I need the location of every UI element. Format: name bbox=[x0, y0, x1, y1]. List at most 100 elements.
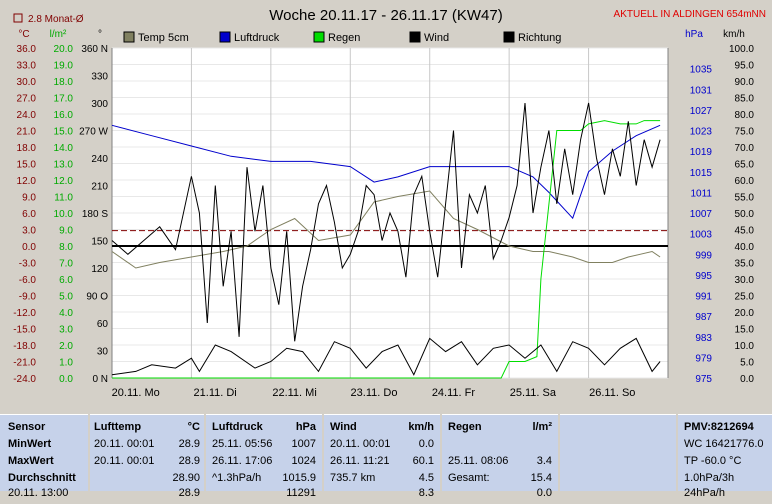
wind-tick-label: 0.0 bbox=[740, 374, 754, 385]
wind-min-value: 0.0 bbox=[418, 438, 434, 450]
pressure-tick-label: 1011 bbox=[690, 188, 712, 199]
luftdruck-extra-value: 11291 bbox=[286, 487, 316, 499]
temp-tick-label: 3.0 bbox=[22, 226, 36, 237]
rain-tick-label: 0.0 bbox=[59, 374, 73, 385]
pressure-tick-label: 1031 bbox=[690, 85, 713, 96]
temp-tick-label: 36.0 bbox=[17, 44, 37, 55]
temp-tick-label: 9.0 bbox=[22, 193, 36, 204]
wind-tick-label: 20.0 bbox=[735, 308, 755, 319]
legend-label-rain: Regen bbox=[328, 32, 360, 44]
pressure-tick-label: 999 bbox=[695, 250, 712, 261]
legend-swatch-wind bbox=[409, 31, 421, 43]
regen-total-label: Gesamt: bbox=[448, 472, 490, 484]
wind-tick-label: 45.0 bbox=[735, 226, 755, 237]
temp-tick-label: 0.0 bbox=[22, 242, 36, 253]
monthly-avg-marker-icon bbox=[13, 13, 23, 23]
grid bbox=[111, 47, 669, 379]
temp-tick-label: 21.0 bbox=[17, 127, 37, 138]
legend-swatch-temp bbox=[123, 31, 135, 43]
temp-tick-label: -3.0 bbox=[19, 259, 37, 270]
wind-tick-label: 75.0 bbox=[735, 127, 755, 138]
wind-tick-label: 40.0 bbox=[735, 242, 755, 253]
rain-tick-label: 17.0 bbox=[54, 94, 74, 105]
pressure-tick-label: 1019 bbox=[690, 147, 713, 158]
pressure-tick-label: 983 bbox=[695, 333, 712, 344]
pressure-tick-label: 995 bbox=[695, 271, 712, 282]
pressure-tick-label: 1035 bbox=[690, 65, 713, 76]
rain-tick-label: 1.0 bbox=[59, 358, 73, 369]
regen-total-value: 15.4 bbox=[530, 472, 552, 484]
direction-tick-label: 240 bbox=[91, 154, 108, 165]
table-luftdruck-column: Luftdruck hPa 25.11. 05:56 1007 26.11. 1… bbox=[206, 414, 322, 499]
extra-row-label: 20.11. 13:00 bbox=[8, 487, 69, 499]
luftdruck-max-time: 26.11. 17:06 bbox=[212, 455, 273, 467]
temp-tick-label: 15.0 bbox=[17, 160, 37, 171]
luftdruck-max-value: 1024 bbox=[291, 455, 316, 467]
pressure-tick-label: 1007 bbox=[690, 209, 713, 220]
direction-tick-label: 330 bbox=[91, 72, 108, 83]
avg-row-label: Durchschnitt bbox=[8, 472, 76, 484]
wind-avg-value: 4.5 bbox=[418, 472, 434, 484]
direction-tick-label: 210 bbox=[91, 182, 108, 193]
direction-tick-label: 60 bbox=[97, 319, 109, 330]
table-lufttemp-column: Lufttemp °C 20.11. 00:01 28.9 20.11. 00:… bbox=[90, 414, 204, 499]
wind-tick-label: 15.0 bbox=[735, 325, 755, 336]
rain-tick-label: 4.0 bbox=[59, 308, 73, 319]
luftdruck-min-value: 1007 bbox=[291, 438, 316, 450]
luftdruck-trend: ^1.3hPa/h bbox=[212, 472, 262, 484]
rain-tick-label: 18.0 bbox=[54, 77, 74, 88]
regen-unit: l/m² bbox=[532, 421, 552, 433]
pressure-tick-label: 991 bbox=[695, 292, 712, 303]
day-label: 23.11. Do bbox=[351, 387, 398, 399]
temp-unit-label: °C bbox=[18, 29, 29, 40]
rain-tick-label: 8.0 bbox=[59, 242, 73, 253]
legend-swatch-direction bbox=[503, 31, 515, 43]
temp-tick-label: -18.0 bbox=[13, 341, 36, 352]
lufttemp-avg-value: 28.90 bbox=[172, 472, 200, 484]
wind-max-value: 60.1 bbox=[412, 455, 434, 467]
legend: Temp 5cm Luftdruck Regen Wind Richtung bbox=[123, 31, 561, 44]
pressure-tick-label: 1023 bbox=[690, 127, 713, 138]
table-regen-column: Regen l/m² 25.11. 08:06 3.4 Gesamt: 15.4… bbox=[442, 414, 558, 499]
table-pmv-column: PMV:8212694 WC 16421776.0 TP -60.0 °C 1.… bbox=[678, 414, 772, 499]
legend-label-pressure: Luftdruck bbox=[234, 32, 280, 44]
wind-extra-value: 8.3 bbox=[418, 487, 434, 499]
legend-label-direction: Richtung bbox=[518, 32, 561, 44]
location-label: AKTUELL IN ALDINGEN 654mNN bbox=[614, 9, 766, 20]
temp-tick-label: -21.0 bbox=[13, 358, 36, 369]
pressure-tick-label: 987 bbox=[695, 312, 712, 323]
wind-distance: 735.7 km bbox=[330, 472, 376, 484]
rain-tick-label: 10.0 bbox=[54, 209, 74, 220]
wind-tick-label: 25.0 bbox=[735, 292, 755, 303]
wind-tick-label: 90.0 bbox=[735, 77, 755, 88]
wind-tick-label: 35.0 bbox=[735, 259, 755, 270]
temp-tick-label: -24.0 bbox=[13, 374, 36, 385]
temp-tick-label: 18.0 bbox=[17, 143, 37, 154]
series-line-wind bbox=[111, 337, 661, 376]
lufttemp-min-time: 20.11. 00:01 bbox=[94, 438, 155, 450]
lufttemp-min-value: 28.9 bbox=[178, 438, 200, 450]
legend-swatch-rain bbox=[313, 31, 325, 43]
rain-tick-label: 3.0 bbox=[59, 325, 73, 336]
table-blank-column bbox=[560, 414, 676, 491]
max-row-label: MaxWert bbox=[8, 455, 54, 467]
regen-header: Regen bbox=[448, 421, 482, 433]
rain-tick-label: 16.0 bbox=[54, 110, 74, 121]
wind-tick-label: 95.0 bbox=[735, 61, 755, 72]
temp-tick-label: 30.0 bbox=[17, 77, 37, 88]
lufttemp-header: Lufttemp bbox=[94, 421, 142, 433]
rain-tick-label: 7.0 bbox=[59, 259, 73, 270]
temp-tick-label: 33.0 bbox=[17, 61, 37, 72]
pressure-tick-label: 1015 bbox=[690, 168, 713, 179]
pmv-header: PMV:8212694 bbox=[684, 421, 754, 433]
rain-tick-label: 14.0 bbox=[54, 143, 74, 154]
wind-tick-label: 80.0 bbox=[735, 110, 755, 121]
monthly-avg-label: 2.8 Monat-Ø bbox=[28, 14, 84, 25]
lufttemp-max-time: 20.11. 00:01 bbox=[94, 455, 155, 467]
series-layer bbox=[111, 102, 668, 379]
temp-tick-label: 12.0 bbox=[17, 176, 37, 187]
pmv-line1: WC 16421776.0 bbox=[684, 438, 764, 450]
pressure-tick-label: 1027 bbox=[690, 106, 713, 117]
pmv-line4: 24hPa/h bbox=[684, 487, 725, 499]
lufttemp-unit: °C bbox=[187, 421, 200, 433]
